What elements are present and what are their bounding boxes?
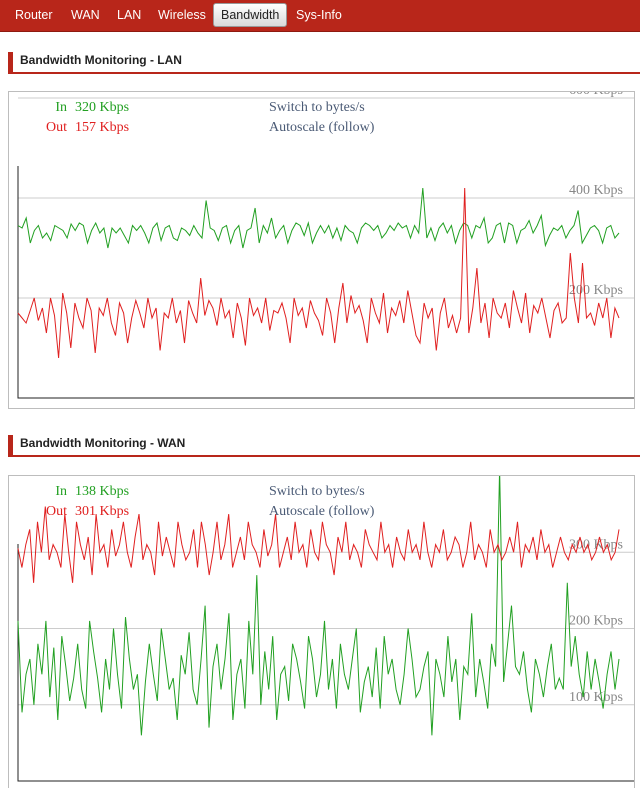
lan-in-label: In: [55, 100, 67, 115]
gridline-label: 100 Kbps: [569, 690, 623, 705]
gridline-label: 200 Kbps: [569, 614, 623, 629]
lan-switch-units-link[interactable]: Switch to bytes/s: [269, 100, 365, 115]
lan-in-value: 320 Kbps: [75, 100, 130, 115]
lan-graph-panel: 600 Kbps 400 Kbps 200 Kbps In 320 Kbps Out 1…: [8, 91, 635, 409]
wan-out-stat: Out 301 Kbps: [39, 504, 129, 520]
wan-section-title-text: Bandwidth Monitoring - WAN: [20, 436, 186, 450]
lan-bandwidth-chart: 600 Kbps 400 Kbps 200 Kbps: [17, 92, 634, 399]
wan-in-stat: In 138 Kbps: [39, 484, 129, 500]
lan-out-label: Out: [46, 120, 67, 135]
wan-out-label: Out: [46, 504, 67, 519]
nav-wireless[interactable]: Wireless: [158, 8, 206, 22]
gridline-label: 200 Kbps: [569, 283, 623, 298]
series-line-out: [17, 187, 620, 359]
nav-lan[interactable]: LAN: [117, 8, 142, 22]
chart-axes: [17, 544, 634, 782]
wan-in-value: 138 Kbps: [75, 484, 130, 499]
wan-autoscale-link[interactable]: Autoscale (follow): [269, 504, 375, 519]
series-line-in: [17, 476, 620, 736]
lan-section-title-text: Bandwidth Monitoring - LAN: [20, 53, 182, 67]
lan-autoscale-link[interactable]: Autoscale (follow): [269, 120, 375, 135]
lan-in-stat: In 320 Kbps: [39, 100, 129, 116]
wan-switch-units-link[interactable]: Switch to bytes/s: [269, 484, 365, 499]
nav-wan[interactable]: WAN: [71, 8, 100, 22]
wan-out-value: 301 Kbps: [75, 504, 130, 519]
nav-sys-info[interactable]: Sys-Info: [296, 8, 342, 22]
wan-in-label: In: [55, 484, 67, 499]
series-line-out: [17, 506, 620, 583]
lan-out-stat: Out 157 Kbps: [39, 120, 129, 136]
gridline-label: 600 Kbps: [569, 92, 623, 98]
chart-axes: [17, 166, 634, 399]
lan-section-title: Bandwidth Monitoring - LAN: [8, 52, 640, 74]
wan-section-title: Bandwidth Monitoring - WAN: [8, 435, 640, 457]
series-line-in: [17, 187, 620, 249]
top-navigation: Router WAN LAN Wireless Bandwidth Sys-In…: [0, 0, 640, 32]
gridline-label: 400 Kbps: [569, 183, 623, 198]
nav-router[interactable]: Router: [15, 8, 53, 22]
lan-out-value: 157 Kbps: [75, 120, 130, 135]
nav-bandwidth[interactable]: Bandwidth: [213, 3, 288, 27]
wan-graph-panel: 300 Kbps 200 Kbps 100 Kbps In 138 Kbps Out 3…: [8, 475, 635, 788]
